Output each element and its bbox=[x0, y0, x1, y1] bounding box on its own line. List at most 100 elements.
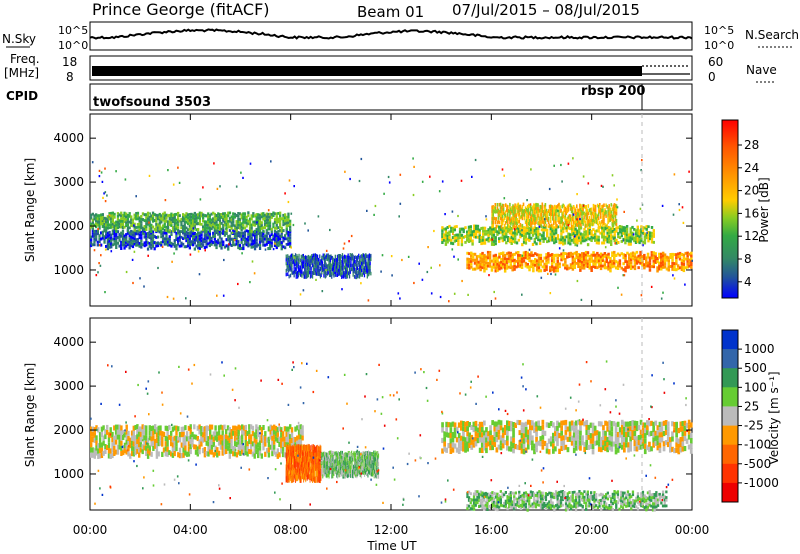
power-cell-4-2750 bbox=[602, 215, 604, 220]
power-cell-2-1208 bbox=[294, 253, 297, 257]
power-cell-4-2452 bbox=[534, 222, 536, 226]
power-cell-0-504 bbox=[270, 241, 273, 245]
velocity-cell-1-802 bbox=[300, 469, 302, 476]
power-cell-3-1717 bbox=[444, 233, 448, 237]
power-cell-3-1818 bbox=[483, 229, 487, 233]
velocity-cell-0-79 bbox=[118, 424, 121, 430]
velocity-cell-0-203 bbox=[164, 435, 167, 441]
power-cell-1-1008 bbox=[240, 225, 243, 229]
power-cell-4-2536 bbox=[552, 205, 554, 210]
power-speckle-253 bbox=[439, 295, 442, 299]
power-cell-0-532 bbox=[279, 229, 282, 232]
power-cell-1-753 bbox=[156, 223, 160, 227]
velocity-cell-1-1116 bbox=[319, 477, 321, 484]
power-cell-5-3235 bbox=[631, 265, 635, 269]
power-cell-3-2066 bbox=[578, 228, 581, 231]
power-cell-2-1384 bbox=[321, 264, 324, 269]
power-cell-2-1196 bbox=[293, 270, 295, 274]
power-cell-2-1223 bbox=[297, 255, 299, 260]
power-cell-2-1312 bbox=[310, 255, 312, 260]
power-cell-5-3058 bbox=[560, 252, 563, 256]
power-cell-0-528 bbox=[279, 242, 282, 246]
power-cell-2-1421 bbox=[327, 253, 329, 257]
power-cell-4-2350 bbox=[511, 206, 513, 210]
power-cell-4-2261 bbox=[491, 224, 493, 229]
power-cell-1-1049 bbox=[255, 227, 258, 231]
power-cell-3-2101 bbox=[592, 228, 595, 231]
power-cell-0-236 bbox=[177, 240, 180, 243]
power-cell-2-1165 bbox=[287, 257, 290, 262]
power-cell-5-3367 bbox=[686, 265, 689, 269]
power-speckle-78 bbox=[580, 298, 583, 301]
power-cell-0-58 bbox=[111, 229, 114, 233]
velocity-cell-0-327 bbox=[214, 435, 217, 441]
power-cell-5-2852 bbox=[481, 260, 484, 264]
power-cell-4-2810 bbox=[615, 204, 618, 208]
power-cell-4-2605 bbox=[568, 221, 571, 225]
power-cell-2-1671 bbox=[366, 265, 368, 269]
power-cell-4-2273 bbox=[493, 216, 495, 221]
power-cell-5-3044 bbox=[554, 266, 558, 270]
power-speckle-132 bbox=[488, 274, 490, 277]
power-cell-4-2489 bbox=[541, 220, 544, 224]
power-cell-1-1010 bbox=[240, 216, 243, 220]
power-cell-0-107 bbox=[128, 234, 131, 238]
power-cell-0-253 bbox=[183, 245, 186, 249]
power-cell-4-2689 bbox=[587, 222, 590, 227]
power-cell-3-2078 bbox=[583, 233, 586, 237]
power-cell-0-27 bbox=[101, 236, 104, 240]
power-cell-0-346 bbox=[213, 232, 216, 236]
power-cell-2-1597 bbox=[354, 255, 356, 260]
power-cell-1-666 bbox=[125, 215, 128, 219]
power-cell-5-3240 bbox=[633, 264, 637, 268]
power-cell-2-1691 bbox=[368, 267, 371, 271]
velocity-cell-0-194 bbox=[161, 451, 164, 457]
power-cell-3-2152 bbox=[611, 227, 615, 230]
power-cell-4-2736 bbox=[597, 204, 600, 209]
power-cell-2-1684 bbox=[368, 272, 370, 277]
power-speckle-77 bbox=[576, 218, 578, 221]
velocity-cell-1-613 bbox=[288, 443, 290, 450]
power-cell-1-875 bbox=[195, 213, 198, 217]
power-cell-5-3173 bbox=[605, 266, 608, 270]
power-cell-1-816 bbox=[177, 220, 180, 224]
power-cell-1-812 bbox=[175, 218, 178, 222]
power-cell-5-3382 bbox=[690, 251, 693, 255]
power-cell-4-2647 bbox=[578, 216, 580, 221]
power-cell-0-247 bbox=[180, 235, 183, 239]
power-cell-5-3213 bbox=[622, 256, 625, 260]
power-cell-1-831 bbox=[183, 229, 186, 233]
power-cell-1-705 bbox=[140, 223, 143, 227]
power-speckle-28 bbox=[166, 295, 169, 299]
power-cell-2-1610 bbox=[356, 258, 358, 263]
power-cell-3-2218 bbox=[636, 228, 639, 232]
power-cell-4-2545 bbox=[554, 204, 556, 209]
velocity-cell-0-344 bbox=[221, 445, 224, 451]
power-cell-3-2165 bbox=[617, 232, 620, 236]
power-cell-2-1316 bbox=[311, 274, 314, 279]
power-cell-1-915 bbox=[210, 227, 213, 231]
power-cell-5-3243 bbox=[633, 255, 637, 259]
power-cell-1-616 bbox=[110, 226, 113, 229]
power-cell-5-2871 bbox=[486, 250, 490, 254]
velocity-cell-0-447 bbox=[257, 442, 260, 448]
power-speckle-210 bbox=[642, 244, 644, 247]
power-cell-2-1257 bbox=[302, 253, 304, 258]
power-cell-0-431 bbox=[245, 229, 248, 233]
power-cell-4-2524 bbox=[549, 215, 552, 220]
power-cell-1-592 bbox=[101, 222, 104, 225]
velocity-cell-0-464 bbox=[264, 441, 267, 447]
power-cell-0-281 bbox=[192, 235, 195, 238]
power-cell-5-3123 bbox=[586, 265, 590, 268]
power-cell-0-243 bbox=[178, 233, 181, 236]
power-cell-2-1240 bbox=[300, 273, 302, 277]
power-cell-4-2266 bbox=[491, 205, 493, 210]
power-speckle-23 bbox=[682, 221, 685, 224]
velocity-cell-0-28 bbox=[98, 437, 102, 443]
power-cell-2-1533 bbox=[345, 275, 347, 279]
velocity-cell-2-1255 bbox=[333, 460, 335, 464]
power-cell-0-217 bbox=[168, 240, 171, 244]
power-cell-2-1222 bbox=[297, 263, 299, 268]
cpid-bar: CPID twofsound 3503 rbsp 200 bbox=[6, 83, 693, 111]
power-cell-0-187 bbox=[155, 236, 158, 239]
